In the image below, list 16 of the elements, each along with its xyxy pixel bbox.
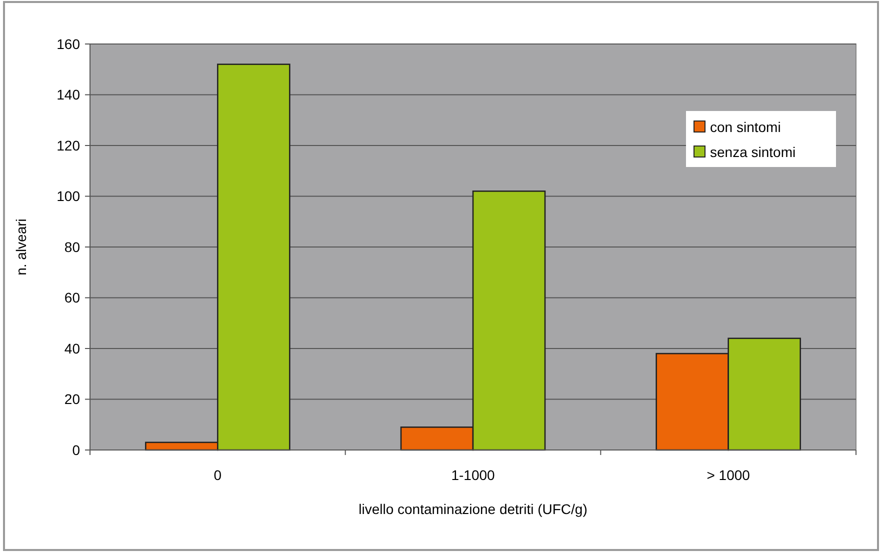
y-tick-label: 0 [72,442,80,458]
y-tick-label: 140 [56,86,80,103]
x-tick-label: 1-1000 [451,467,496,483]
x-tick-label: > 1000 [706,467,750,483]
y-tick-label: 120 [56,137,80,154]
y-tick-label: 80 [64,238,80,255]
y-axis-title: n. alveari [13,218,29,276]
x-axis-title: livello contaminazione detriti (UFC/g) [358,501,588,517]
y-tick-label: 40 [64,340,80,356]
legend-label: con sintomi [710,118,781,135]
y-tick-label: 60 [64,290,80,306]
y-tick-label: 160 [56,36,80,52]
legend-label: senza sintomi [710,144,796,160]
y-tick-label: 20 [64,391,80,408]
y-tick-label: 100 [56,188,80,204]
x-tick-label: 0 [214,467,222,483]
